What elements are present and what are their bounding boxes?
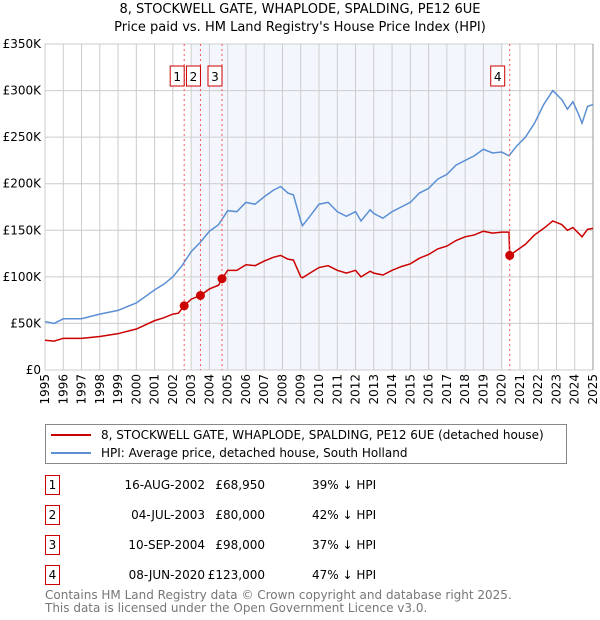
legend-hpi-swatch <box>51 452 91 454</box>
transaction-date: 16-AUG-2002 <box>124 478 206 492</box>
chart-title: 8, STOCKWELL GATE, WHAPLODE, SPALDING, P… <box>119 2 481 17</box>
x-tick-label: 2024 <box>568 374 582 405</box>
transaction-hpi-diff: 37% ↓ HPI <box>312 538 377 552</box>
x-tick-label: 2014 <box>385 374 399 405</box>
transaction-price: £68,950 <box>215 478 265 492</box>
y-tick-label: £200K <box>3 177 43 191</box>
footer-copyright: Contains HM Land Registry data © Crown c… <box>45 588 512 602</box>
y-tick-label: £350K <box>3 37 43 51</box>
transaction-number: 4 <box>45 565 60 585</box>
x-tick-label: 2020 <box>495 374 509 405</box>
x-tick-label: 2017 <box>440 374 454 405</box>
sale-marker-box <box>207 65 223 87</box>
footer-licence: This data is licensed under the Open Gov… <box>45 601 428 615</box>
x-tick-label: 2011 <box>330 374 344 405</box>
x-tick-label: 2009 <box>294 374 308 405</box>
shaded-region <box>191 44 503 370</box>
y-tick-label: £300K <box>3 84 43 98</box>
x-tick-label: 1995 <box>38 374 52 405</box>
x-tick-label: 2019 <box>476 374 490 405</box>
x-tick-label: 2023 <box>549 374 563 405</box>
transaction-price: £80,000 <box>215 508 265 522</box>
chart-subtitle: Price paid vs. HM Land Registry's House … <box>114 20 486 35</box>
x-tick-label: 2010 <box>312 374 326 405</box>
transaction-price: £123,000 <box>207 568 265 582</box>
x-tick-label: 2021 <box>513 374 527 405</box>
y-tick-label: £0 <box>26 363 41 377</box>
transaction-price: £98,000 <box>215 538 265 552</box>
x-tick-label: 2001 <box>148 374 162 405</box>
y-tick-label: £150K <box>3 223 43 237</box>
x-tick-label: 2022 <box>531 374 545 405</box>
legend-hpi-label: HPI: Average price, detached house, Sout… <box>101 446 408 460</box>
x-tick-label: 2006 <box>239 374 253 405</box>
x-tick-label: 2015 <box>403 374 417 405</box>
legend-property-swatch <box>51 434 91 436</box>
sale-marker-label: 1 <box>173 70 181 84</box>
x-tick-label: 1998 <box>93 374 107 405</box>
x-tick-label: 2004 <box>202 374 216 405</box>
y-tick-label: £50K <box>10 316 42 330</box>
sale-point <box>217 274 227 284</box>
x-tick-label: 2025 <box>586 374 600 405</box>
x-tick-label: 2016 <box>422 374 436 405</box>
x-tick-label: 2018 <box>458 374 472 405</box>
transaction-date: 04-JUL-2003 <box>131 508 205 522</box>
x-tick-label: 1999 <box>111 374 125 405</box>
hpi-line <box>44 89 594 325</box>
transaction-number: 2 <box>45 505 60 525</box>
transaction-hpi-diff: 39% ↓ HPI <box>312 478 377 492</box>
x-tick-label: 2013 <box>367 374 381 405</box>
x-tick-label: 2005 <box>221 374 235 405</box>
legend: 8, STOCKWELL GATE, WHAPLODE, SPALDING, P… <box>45 424 567 464</box>
transaction-number: 3 <box>45 535 60 555</box>
sale-point <box>195 290 205 300</box>
transaction-hpi-diff: 47% ↓ HPI <box>312 568 377 582</box>
transaction-hpi-diff: 42% ↓ HPI <box>312 508 377 522</box>
price-chart: 1995 1996 1997 1998 1999 2000 2001 2002 2003 2004… <box>3 37 600 405</box>
sale-marker-label: 2 <box>190 70 198 84</box>
x-tick-label: 2008 <box>275 374 289 405</box>
x-tick-label: 2012 <box>349 374 363 405</box>
sale-marker-box <box>169 65 185 87</box>
x-tick-label: 2007 <box>257 374 271 405</box>
sale-point <box>179 301 189 311</box>
x-tick-label: 2002 <box>166 374 180 405</box>
transaction-date: 10-SEP-2004 <box>128 538 205 552</box>
y-tick-label: £100K <box>3 270 43 284</box>
y-tick-label: £250K <box>3 130 43 144</box>
sale-marker-box <box>490 65 506 87</box>
sale-marker-label: 3 <box>211 70 219 84</box>
transaction-number: 1 <box>45 475 60 495</box>
x-tick-label: 2003 <box>184 374 198 405</box>
x-tick-label: 1997 <box>75 374 89 405</box>
sale-marker-box <box>185 65 201 87</box>
sale-point <box>505 250 515 260</box>
transaction-date: 08-JUN-2020 <box>128 568 205 582</box>
x-tick-label: 2000 <box>129 374 143 405</box>
sale-marker-label: 4 <box>494 70 502 84</box>
legend-property-label: 8, STOCKWELL GATE, WHAPLODE, SPALDING, P… <box>101 428 544 442</box>
x-tick-label: 1996 <box>56 374 70 405</box>
